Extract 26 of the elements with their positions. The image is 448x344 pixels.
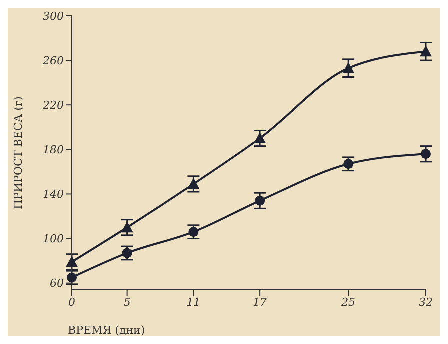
point <box>342 62 355 74</box>
point <box>188 178 200 190</box>
x-tick-label: 32 <box>419 296 433 309</box>
point <box>121 222 134 233</box>
y-axis-title: ПРИРОСТ ВЕСА (г) <box>12 96 25 210</box>
x-tick-label: 0 <box>68 296 76 309</box>
x-tick-label: 5 <box>124 296 131 309</box>
point <box>254 132 266 144</box>
point <box>188 227 199 238</box>
point <box>255 196 266 206</box>
y-tick-label: 60 <box>50 277 64 290</box>
point <box>122 248 132 258</box>
y-tick-label: 300 <box>43 10 64 23</box>
point <box>420 46 432 57</box>
x-tick-label: 11 <box>186 296 201 309</box>
y-tick-label: 100 <box>43 232 64 246</box>
y-tick-label: 180 <box>43 144 64 157</box>
x-axis-title: ВРЕМЯ (дни) <box>68 324 146 337</box>
point <box>344 159 354 170</box>
y-tick-label: 260 <box>42 54 64 68</box>
y-tick-label: 220 <box>42 99 64 112</box>
point <box>421 149 431 160</box>
x-tick-label: 25 <box>340 296 356 309</box>
x-tick-label: 17 <box>253 296 268 309</box>
y-tick-label: 140 <box>43 188 64 202</box>
point <box>66 256 78 268</box>
